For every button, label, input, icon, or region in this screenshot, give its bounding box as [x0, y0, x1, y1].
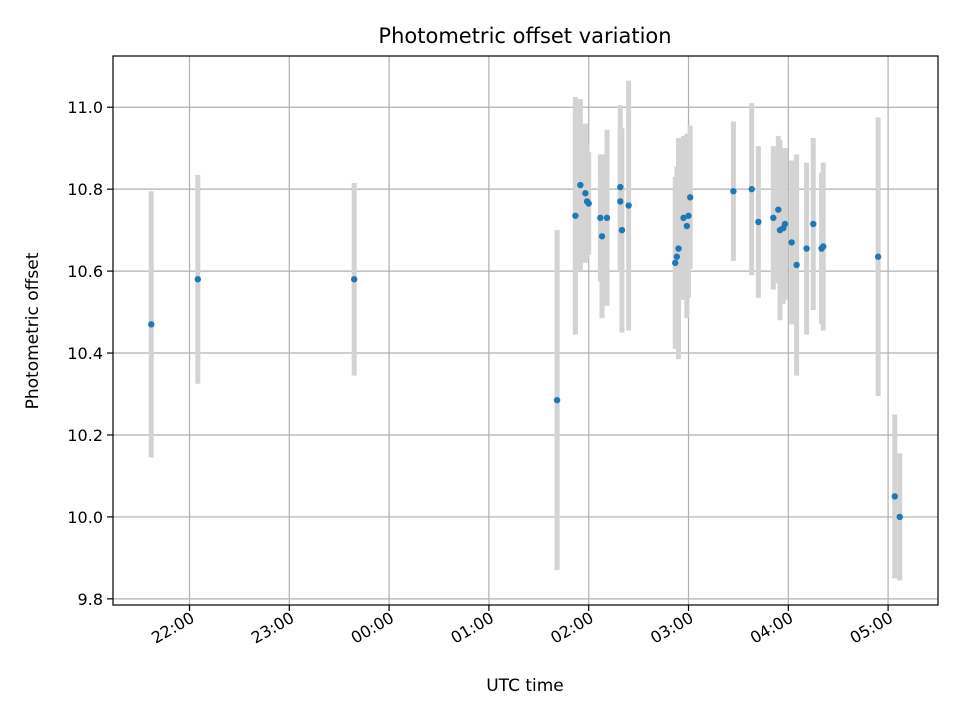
data-point [553, 396, 561, 404]
data-point [874, 253, 882, 260]
data-point [748, 185, 755, 193]
data-point [891, 493, 898, 500]
y-tick-label: 10.8 [67, 180, 103, 199]
y-axis-ticks: 9.8 10.0 10.2 10.4 10.6 10.8 11.0 [67, 98, 113, 609]
y-tick-label: 9.8 [78, 590, 103, 609]
y-tick-label: 10.0 [67, 508, 103, 527]
y-tick-label: 10.4 [67, 344, 103, 363]
data-point [896, 513, 903, 521]
data-point [775, 206, 782, 213]
plot-frame [112, 55, 939, 606]
data-point [598, 233, 606, 240]
data-point [671, 259, 679, 267]
data-point [683, 222, 691, 230]
data-point [730, 188, 737, 195]
data-point [597, 214, 604, 222]
data-point [675, 245, 682, 252]
data-point [781, 220, 789, 228]
data-point [755, 218, 762, 226]
data-point [148, 321, 155, 328]
data-point [625, 202, 632, 209]
data-point [685, 212, 692, 219]
data-point [770, 214, 777, 222]
data-point [793, 261, 800, 269]
data-point [820, 243, 827, 250]
data-point [617, 198, 624, 205]
data-point [617, 183, 624, 191]
data-point [585, 200, 592, 207]
data-point [350, 276, 358, 283]
y-tick-label: 10.2 [67, 426, 103, 445]
chart-title: Photometric offset variation [378, 24, 671, 48]
data-point [686, 194, 694, 201]
y-tick-label: 11.0 [67, 98, 103, 117]
data-point [194, 276, 202, 283]
data-points [148, 181, 903, 521]
y-tick-label: 10.6 [67, 262, 103, 281]
data-point [803, 245, 810, 252]
y-axis-label: Photometric offset [23, 252, 43, 409]
data-point [810, 220, 817, 228]
data-point [680, 214, 687, 222]
data-point [603, 214, 611, 222]
data-point [577, 181, 584, 189]
grid-lines [113, 56, 938, 605]
data-point [673, 253, 681, 260]
data-point [618, 226, 626, 234]
data-point [788, 239, 795, 246]
data-point [572, 212, 579, 219]
x-axis-label: UTC time [486, 676, 564, 696]
data-point [582, 190, 589, 197]
